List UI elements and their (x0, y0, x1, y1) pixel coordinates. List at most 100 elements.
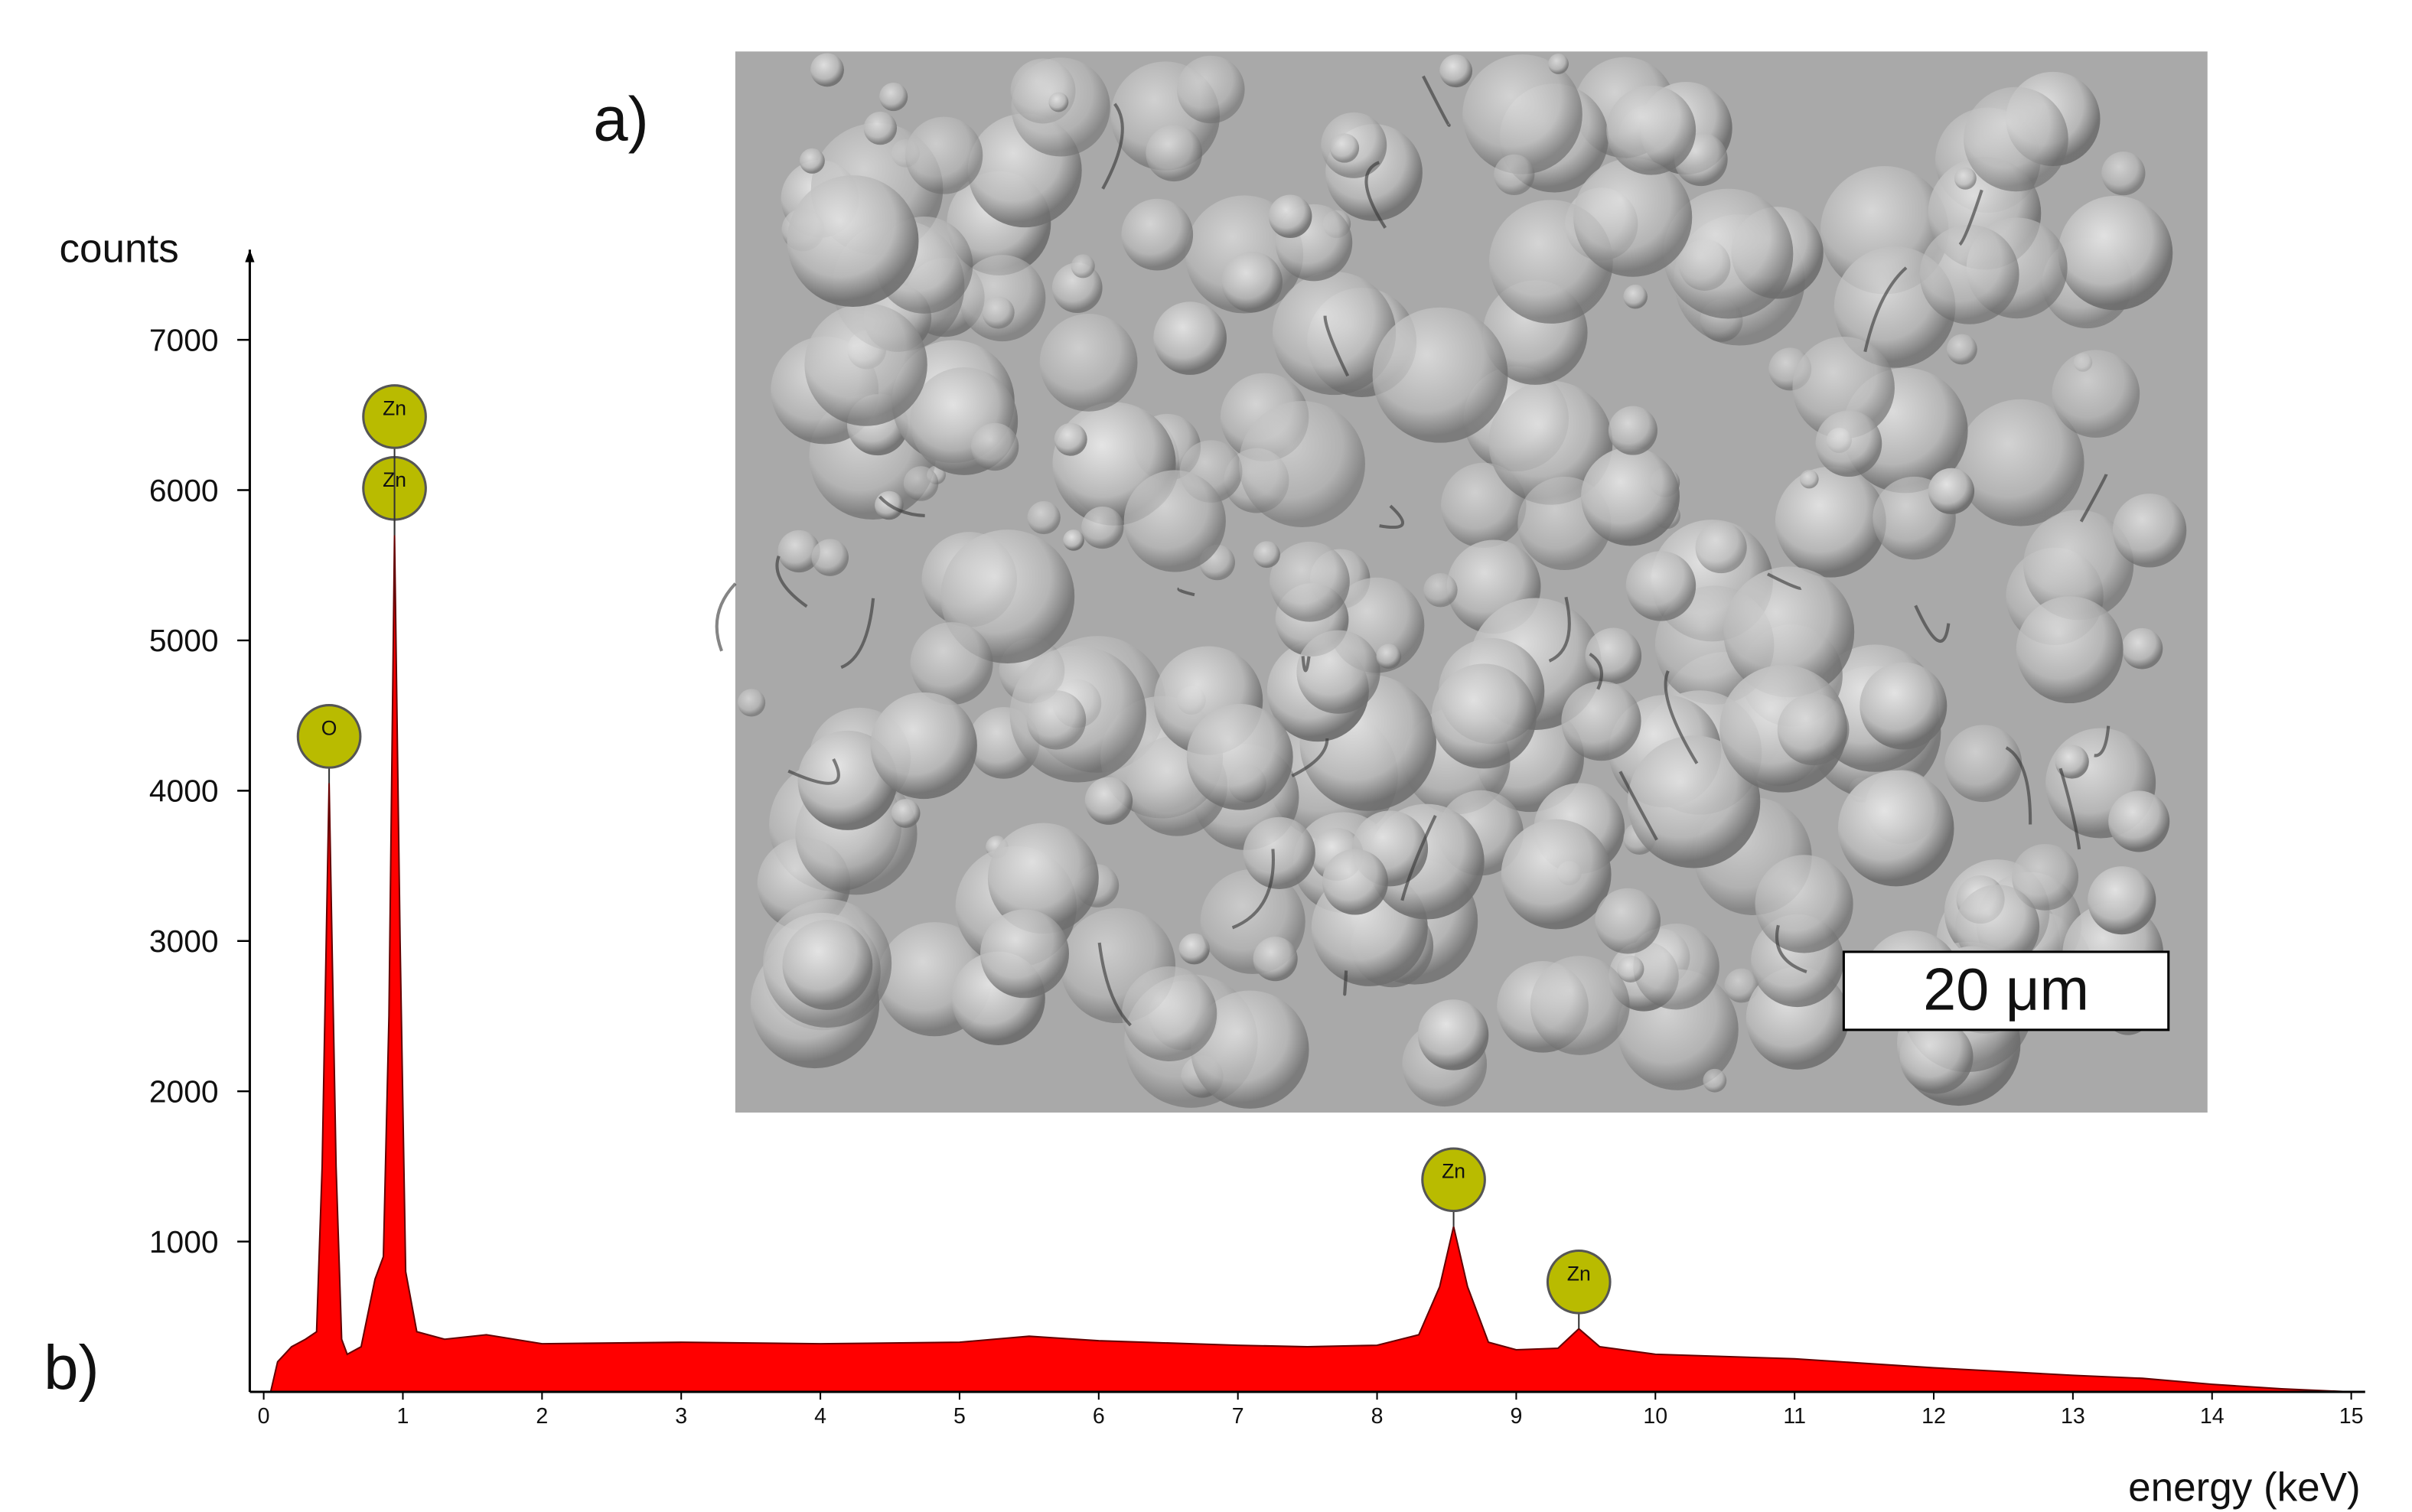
sem-texture (1488, 380, 1613, 505)
sem-texture (1462, 54, 1582, 174)
sem-texture (1322, 849, 1388, 915)
sem-texture (1121, 198, 1194, 271)
sem-crack (1400, 814, 1437, 901)
scale-bar-box (1842, 950, 2170, 1031)
sem-texture (1755, 855, 1853, 953)
panel-label: b) (44, 1333, 99, 1403)
sem-texture (1376, 644, 1402, 670)
sem-texture (1186, 703, 1293, 810)
y-tick-label: 1000 (149, 1224, 219, 1259)
sem-texture (1617, 955, 1644, 982)
sem-texture (1633, 924, 1719, 1010)
x-tick-label: 3 (675, 1404, 687, 1429)
x-tick-label: 11 (1783, 1404, 1806, 1429)
sem-texture (1026, 690, 1087, 750)
x-tick-label: 14 (2200, 1404, 2225, 1429)
sem-texture (982, 296, 1015, 329)
sem-texture (905, 116, 983, 194)
sem-crack (787, 758, 840, 785)
sem-texture (1081, 506, 1124, 549)
sem-texture (1501, 819, 1612, 930)
sem-crack (1177, 587, 1195, 597)
sem-crack (1767, 572, 1802, 590)
sem-crack (1301, 656, 1311, 673)
y-tick-label: 7000 (149, 322, 219, 357)
sem-texture (1122, 966, 1217, 1061)
x-tick-label: 9 (1510, 1404, 1522, 1429)
sem-crack (1958, 189, 1983, 246)
sem-texture (1123, 470, 1226, 572)
sem-texture (903, 466, 939, 501)
sem-texture (1946, 334, 1977, 365)
sem-texture (2121, 627, 2163, 670)
sem-crack (2094, 725, 2110, 758)
sem-texture (1899, 1020, 1974, 1094)
x-tick-label: 13 (2061, 1404, 2085, 1429)
sem-texture (1272, 271, 1397, 396)
sem-texture (1039, 313, 1138, 412)
sem-texture (1595, 888, 1661, 954)
sem-texture (879, 82, 908, 112)
sem-crack (878, 495, 925, 517)
sem-texture (1581, 447, 1680, 546)
peak-label: Zn (1567, 1262, 1591, 1285)
sem-texture (1606, 85, 1697, 175)
y-tick-label: 2000 (149, 1074, 219, 1109)
sem-texture (777, 530, 820, 573)
x-tick-label: 4 (814, 1404, 826, 1429)
x-tick-label: 5 (953, 1404, 966, 1429)
sem-texture (787, 175, 919, 308)
sem-texture (1800, 469, 1819, 489)
sem-texture (782, 920, 873, 1010)
sem-texture (1573, 158, 1693, 277)
peak-label: Zn (383, 396, 406, 419)
sem-texture (1919, 224, 2019, 324)
sem-texture (1372, 307, 1508, 443)
sem-texture (1625, 551, 1697, 621)
sem-texture (2016, 596, 2124, 704)
sem-texture (1221, 251, 1283, 313)
sem-texture (1792, 336, 1895, 439)
sem-texture (1027, 500, 1061, 535)
sem-texture (2112, 494, 2187, 568)
spectrum-area (269, 535, 2352, 1393)
sem-texture (980, 909, 1069, 999)
sem-texture (1561, 681, 1641, 761)
sem-image (715, 51, 2208, 1113)
sem-texture (1663, 188, 1794, 319)
y-tick-label: 6000 (149, 473, 219, 508)
sem-texture (810, 53, 844, 87)
x-tick-label: 10 (1643, 1404, 1667, 1429)
sem-texture (1860, 662, 1948, 750)
peak-marker (362, 384, 427, 449)
sem-texture (2058, 195, 2173, 311)
y-axis-label: counts (60, 226, 179, 272)
sem-texture (1191, 990, 1309, 1109)
sem-texture (1964, 86, 2068, 192)
sem-crack (1422, 75, 1451, 127)
sem-texture (1695, 522, 1747, 574)
sem-texture (2108, 790, 2170, 852)
sem-texture (1153, 301, 1227, 375)
sem-texture (1530, 956, 1630, 1055)
sem-crack (2058, 767, 2081, 850)
sem-texture (1423, 573, 1458, 608)
sem-texture (2055, 745, 2089, 779)
sem-crack (1231, 849, 1275, 930)
peak-marker (1421, 1147, 1486, 1213)
x-tick-label: 12 (1921, 1404, 1946, 1429)
sem-crack (2079, 474, 2108, 523)
x-axis-label: energy (keV) (2128, 1465, 2361, 1510)
x-tick-label: 8 (1371, 1404, 1384, 1429)
panel-label: a) (593, 85, 649, 155)
sem-texture (863, 111, 898, 145)
peak-label: Zn (1442, 1160, 1465, 1183)
sem-texture (1178, 933, 1210, 965)
peak-marker (1546, 1249, 1612, 1315)
sem-texture (1627, 735, 1761, 868)
sem-texture (2012, 843, 2079, 911)
sem-texture (1837, 770, 1954, 887)
sem-texture (1723, 566, 1855, 698)
sem-texture (811, 539, 849, 576)
sem-texture (1296, 630, 1380, 714)
